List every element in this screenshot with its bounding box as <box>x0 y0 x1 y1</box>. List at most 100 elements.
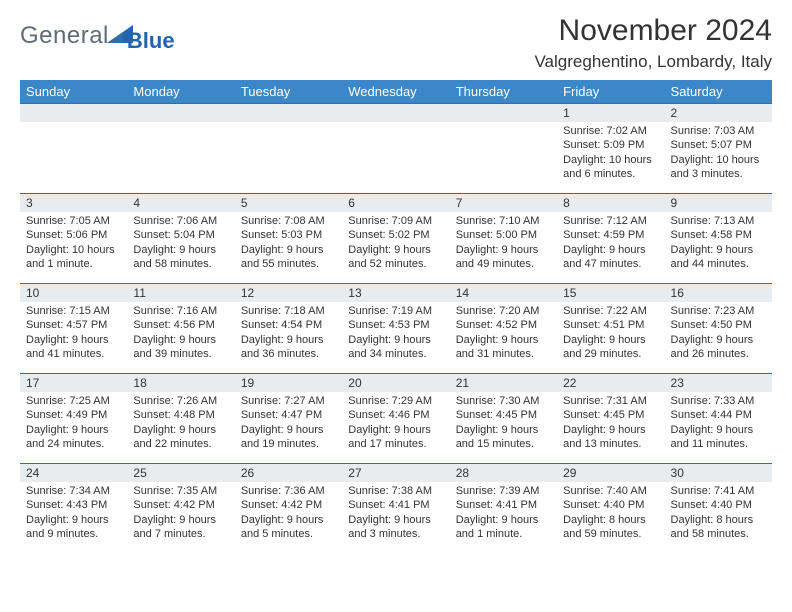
day-number: 12 <box>235 284 342 302</box>
dow-cell: Tuesday <box>235 80 342 104</box>
sunrise-text: Sunrise: 7:13 AM <box>671 214 766 228</box>
sunrise-text: Sunrise: 7:30 AM <box>456 394 551 408</box>
month-year: November 2024 <box>534 14 772 48</box>
daylight-text: Daylight: 9 hours and 11 minutes. <box>671 423 766 452</box>
sunrise-text: Sunrise: 7:10 AM <box>456 214 551 228</box>
daylight-text: Daylight: 9 hours and 34 minutes. <box>348 333 443 362</box>
day-info: Sunrise: 7:23 AMSunset: 4:50 PMDaylight:… <box>665 302 772 365</box>
sunset-text: Sunset: 4:57 PM <box>26 318 121 332</box>
sunrise-text: Sunrise: 7:35 AM <box>133 484 228 498</box>
daylight-text: Daylight: 9 hours and 24 minutes. <box>26 423 121 452</box>
day-cell: 16Sunrise: 7:23 AMSunset: 4:50 PMDayligh… <box>665 284 772 374</box>
sunset-text: Sunset: 4:43 PM <box>26 498 121 512</box>
day-cell <box>450 104 557 194</box>
sunset-text: Sunset: 4:51 PM <box>563 318 658 332</box>
sunrise-text: Sunrise: 7:38 AM <box>348 484 443 498</box>
day-cell <box>127 104 234 194</box>
sunset-text: Sunset: 4:42 PM <box>133 498 228 512</box>
day-info: Sunrise: 7:33 AMSunset: 4:44 PMDaylight:… <box>665 392 772 455</box>
day-info: Sunrise: 7:27 AMSunset: 4:47 PMDaylight:… <box>235 392 342 455</box>
day-cell: 11Sunrise: 7:16 AMSunset: 4:56 PMDayligh… <box>127 284 234 374</box>
day-cell: 13Sunrise: 7:19 AMSunset: 4:53 PMDayligh… <box>342 284 449 374</box>
daylight-text: Daylight: 9 hours and 5 minutes. <box>241 513 336 542</box>
sunrise-text: Sunrise: 7:29 AM <box>348 394 443 408</box>
day-number <box>127 104 234 122</box>
day-cell: 26Sunrise: 7:36 AMSunset: 4:42 PMDayligh… <box>235 464 342 554</box>
sunrise-text: Sunrise: 7:36 AM <box>241 484 336 498</box>
day-number: 26 <box>235 464 342 482</box>
day-number: 2 <box>665 104 772 122</box>
daylight-text: Daylight: 9 hours and 3 minutes. <box>348 513 443 542</box>
sunrise-text: Sunrise: 7:05 AM <box>26 214 121 228</box>
day-number <box>235 104 342 122</box>
calendar-table: Sunday Monday Tuesday Wednesday Thursday… <box>20 80 772 554</box>
day-cell: 19Sunrise: 7:27 AMSunset: 4:47 PMDayligh… <box>235 374 342 464</box>
week-row: 1Sunrise: 7:02 AMSunset: 5:09 PMDaylight… <box>20 104 772 194</box>
day-info: Sunrise: 7:05 AMSunset: 5:06 PMDaylight:… <box>20 212 127 275</box>
sunset-text: Sunset: 4:50 PM <box>671 318 766 332</box>
daylight-text: Daylight: 9 hours and 15 minutes. <box>456 423 551 452</box>
sunrise-text: Sunrise: 7:27 AM <box>241 394 336 408</box>
week-row: 24Sunrise: 7:34 AMSunset: 4:43 PMDayligh… <box>20 464 772 554</box>
day-info: Sunrise: 7:09 AMSunset: 5:02 PMDaylight:… <box>342 212 449 275</box>
sunset-text: Sunset: 5:09 PM <box>563 138 658 152</box>
day-number: 1 <box>557 104 664 122</box>
day-cell: 17Sunrise: 7:25 AMSunset: 4:49 PMDayligh… <box>20 374 127 464</box>
day-number <box>450 104 557 122</box>
day-number: 16 <box>665 284 772 302</box>
logo-word2: Blue <box>127 28 175 54</box>
day-info: Sunrise: 7:08 AMSunset: 5:03 PMDaylight:… <box>235 212 342 275</box>
day-info: Sunrise: 7:19 AMSunset: 4:53 PMDaylight:… <box>342 302 449 365</box>
sunrise-text: Sunrise: 7:25 AM <box>26 394 121 408</box>
sunrise-text: Sunrise: 7:06 AM <box>133 214 228 228</box>
day-cell: 30Sunrise: 7:41 AMSunset: 4:40 PMDayligh… <box>665 464 772 554</box>
sunset-text: Sunset: 4:40 PM <box>563 498 658 512</box>
sunset-text: Sunset: 5:07 PM <box>671 138 766 152</box>
day-info: Sunrise: 7:20 AMSunset: 4:52 PMDaylight:… <box>450 302 557 365</box>
sunset-text: Sunset: 5:04 PM <box>133 228 228 242</box>
day-number <box>342 104 449 122</box>
daylight-text: Daylight: 10 hours and 3 minutes. <box>671 153 766 182</box>
sunrise-text: Sunrise: 7:03 AM <box>671 124 766 138</box>
day-number: 3 <box>20 194 127 212</box>
day-cell: 18Sunrise: 7:26 AMSunset: 4:48 PMDayligh… <box>127 374 234 464</box>
daylight-text: Daylight: 9 hours and 22 minutes. <box>133 423 228 452</box>
day-info: Sunrise: 7:41 AMSunset: 4:40 PMDaylight:… <box>665 482 772 545</box>
day-cell: 12Sunrise: 7:18 AMSunset: 4:54 PMDayligh… <box>235 284 342 374</box>
sunset-text: Sunset: 4:52 PM <box>456 318 551 332</box>
sunrise-text: Sunrise: 7:33 AM <box>671 394 766 408</box>
sunset-text: Sunset: 5:00 PM <box>456 228 551 242</box>
day-cell: 8Sunrise: 7:12 AMSunset: 4:59 PMDaylight… <box>557 194 664 284</box>
day-number: 22 <box>557 374 664 392</box>
day-info: Sunrise: 7:34 AMSunset: 4:43 PMDaylight:… <box>20 482 127 545</box>
sunrise-text: Sunrise: 7:08 AM <box>241 214 336 228</box>
daylight-text: Daylight: 8 hours and 59 minutes. <box>563 513 658 542</box>
sunrise-text: Sunrise: 7:19 AM <box>348 304 443 318</box>
day-cell: 23Sunrise: 7:33 AMSunset: 4:44 PMDayligh… <box>665 374 772 464</box>
daylight-text: Daylight: 9 hours and 19 minutes. <box>241 423 336 452</box>
day-info: Sunrise: 7:15 AMSunset: 4:57 PMDaylight:… <box>20 302 127 365</box>
calendar-page: General Blue November 2024 Valgreghentin… <box>0 0 792 612</box>
day-info: Sunrise: 7:26 AMSunset: 4:48 PMDaylight:… <box>127 392 234 455</box>
sunrise-text: Sunrise: 7:09 AM <box>348 214 443 228</box>
day-cell: 14Sunrise: 7:20 AMSunset: 4:52 PMDayligh… <box>450 284 557 374</box>
day-number: 23 <box>665 374 772 392</box>
day-cell: 1Sunrise: 7:02 AMSunset: 5:09 PMDaylight… <box>557 104 664 194</box>
sunset-text: Sunset: 4:56 PM <box>133 318 228 332</box>
day-cell: 3Sunrise: 7:05 AMSunset: 5:06 PMDaylight… <box>20 194 127 284</box>
dow-row: Sunday Monday Tuesday Wednesday Thursday… <box>20 80 772 104</box>
dow-cell: Sunday <box>20 80 127 104</box>
daylight-text: Daylight: 9 hours and 29 minutes. <box>563 333 658 362</box>
day-number: 7 <box>450 194 557 212</box>
sunrise-text: Sunrise: 7:39 AM <box>456 484 551 498</box>
dow-cell: Thursday <box>450 80 557 104</box>
day-info: Sunrise: 7:03 AMSunset: 5:07 PMDaylight:… <box>665 122 772 185</box>
daylight-text: Daylight: 9 hours and 7 minutes. <box>133 513 228 542</box>
day-info: Sunrise: 7:13 AMSunset: 4:58 PMDaylight:… <box>665 212 772 275</box>
day-cell: 22Sunrise: 7:31 AMSunset: 4:45 PMDayligh… <box>557 374 664 464</box>
day-info: Sunrise: 7:22 AMSunset: 4:51 PMDaylight:… <box>557 302 664 365</box>
day-number: 29 <box>557 464 664 482</box>
dow-cell: Wednesday <box>342 80 449 104</box>
day-cell: 5Sunrise: 7:08 AMSunset: 5:03 PMDaylight… <box>235 194 342 284</box>
logo-word1: General <box>20 22 109 50</box>
